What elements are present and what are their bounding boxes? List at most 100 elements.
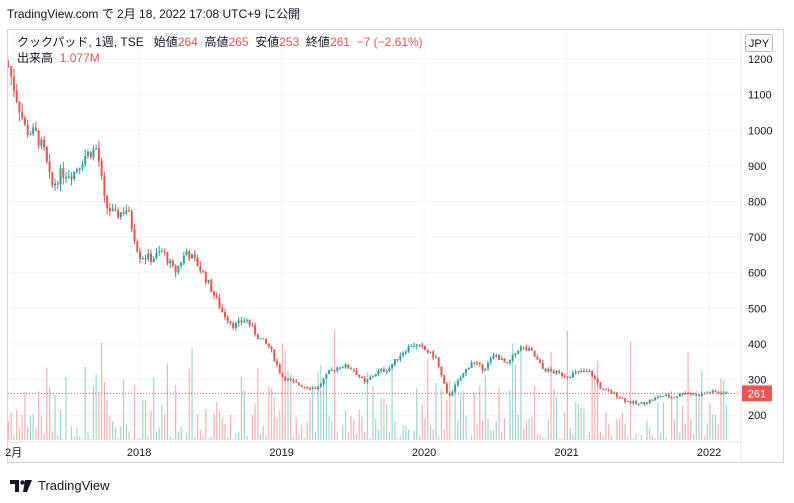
volume-bar [377, 429, 380, 440]
candle-body [128, 210, 131, 212]
candle-body [240, 320, 243, 323]
volume-bar [679, 433, 681, 440]
candle-body [265, 338, 268, 344]
volume-bar [375, 419, 377, 440]
volume-bar [440, 388, 443, 440]
volume-bar [194, 436, 196, 440]
candle-body [306, 386, 309, 389]
volume-bar [218, 410, 221, 440]
candle-body [393, 358, 396, 365]
volume-bar [577, 403, 580, 440]
candle-body [339, 367, 342, 369]
candle-body [432, 351, 435, 358]
candle-body [103, 176, 106, 196]
candle-body [67, 176, 70, 178]
volume-bar [172, 438, 174, 440]
volume-bar [629, 341, 632, 440]
volume-bar [517, 414, 519, 440]
candle-body [48, 161, 51, 173]
volume-bar [142, 400, 144, 440]
volume-bar [323, 383, 325, 440]
candle-body [23, 118, 26, 125]
volume-bar [175, 384, 177, 440]
candle-body [171, 260, 174, 267]
volume-bar [372, 385, 374, 440]
candle-body [508, 360, 511, 364]
volume-bar [523, 428, 525, 440]
candle-body [665, 394, 668, 396]
volume-bar [484, 376, 486, 440]
volume-bar [10, 413, 12, 440]
volume-bar [292, 437, 295, 440]
candle-body [152, 258, 155, 262]
candle-body [443, 375, 446, 384]
candle-body [243, 320, 246, 323]
volume-bar [618, 419, 621, 440]
volume-bar [599, 431, 601, 440]
candle-body [607, 389, 610, 392]
candle-body [223, 312, 226, 318]
volume-bar [287, 370, 289, 440]
candle-body [495, 355, 498, 357]
volume-bar [714, 414, 717, 440]
currency-button[interactable]: JPY [745, 34, 773, 52]
volume-bar [432, 429, 434, 440]
candle-body [552, 370, 555, 374]
volume-bar [103, 382, 105, 440]
volume-bar [443, 429, 445, 440]
candle-body [297, 382, 300, 386]
candle-body [317, 386, 320, 390]
candle-body [692, 394, 695, 396]
candle-body [656, 396, 659, 398]
candle-body [687, 392, 690, 394]
candle-body [106, 195, 109, 208]
volume-bar [681, 405, 684, 440]
volume-bar [383, 398, 385, 440]
candle-body [185, 251, 188, 256]
candle-body [550, 368, 553, 371]
volume-bar [317, 371, 319, 440]
volume-bar [73, 436, 75, 440]
footer: TradingView [10, 478, 110, 493]
volume-bar [295, 417, 297, 440]
volume-bar [79, 436, 81, 440]
candle-body [382, 369, 385, 372]
candle-body [199, 266, 202, 271]
candle-body [86, 151, 89, 156]
candle-body [330, 369, 333, 371]
volume-bar [355, 433, 358, 440]
volume-bar [312, 386, 314, 440]
y-tick-label: 1200 [748, 54, 772, 66]
candle-body [256, 334, 259, 340]
volume-bar [150, 410, 152, 440]
volume-bar [158, 427, 160, 440]
x-tick-label: 2021 [554, 447, 578, 459]
volume-bar [610, 435, 612, 440]
volume-bar [320, 365, 322, 440]
volume-bar [402, 424, 404, 440]
volume-bar [177, 431, 179, 440]
volume-bar [635, 433, 637, 440]
volume-bar [243, 389, 245, 440]
candle-body [725, 391, 728, 394]
volume-bar [128, 431, 130, 440]
candle-body [352, 369, 355, 371]
candle-body [229, 321, 232, 324]
candle-body [177, 265, 180, 273]
candle-body [322, 378, 325, 385]
volume-bar [262, 425, 264, 440]
candle-body [158, 251, 161, 253]
candle-body [245, 319, 248, 321]
candle-body [703, 393, 706, 395]
volume-bar [671, 390, 673, 440]
candle-body [402, 353, 405, 356]
volume-bar [265, 435, 267, 440]
volume-bar [279, 410, 281, 440]
candle-body [643, 402, 646, 405]
volume-bar [544, 438, 547, 440]
volume-bar [169, 435, 171, 440]
volume-bar [391, 363, 393, 440]
candle-body [651, 400, 654, 402]
candle-body [369, 377, 372, 380]
